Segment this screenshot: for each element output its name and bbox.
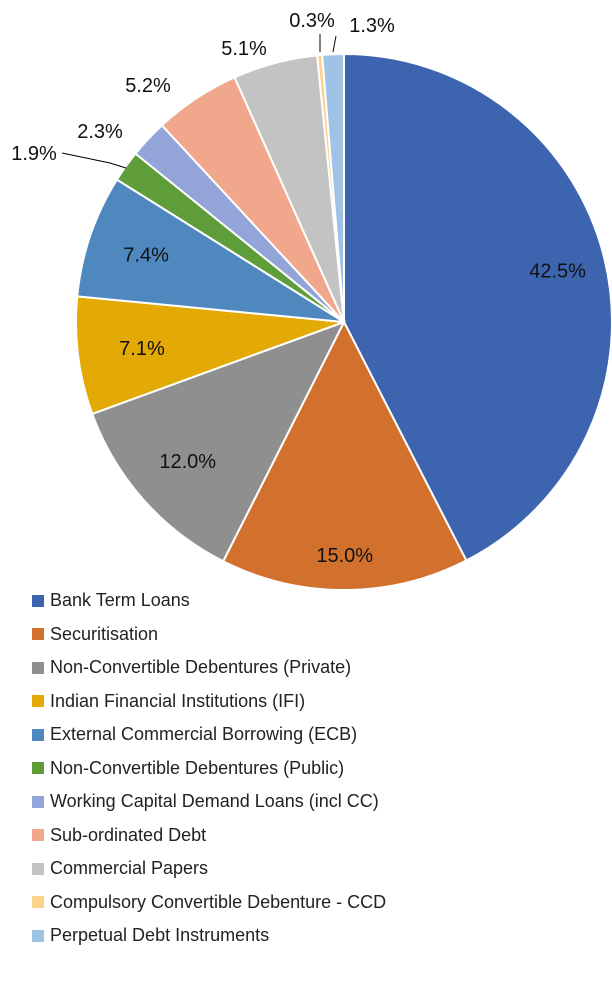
data-label-11: 1.3% [349,15,395,37]
legend-label: Perpetual Debt Instruments [50,925,270,946]
legend-label: Commercial Papers [50,858,209,879]
data-label-10: 0.3% [289,10,335,32]
legend-label: Bank Term Loans [50,590,190,611]
legend-item-3: Non-Convertible Debentures (Private) [32,651,602,685]
legend-swatch [32,728,44,741]
pie-slices [75,52,612,590]
pie-slice-2 [221,319,468,590]
legend-item-9: Commercial Papers [32,852,602,886]
legend-item-10: Compulsory Convertible Debenture - CCD [32,886,602,920]
legend-label: Indian Financial Institutions (IFI) [50,690,306,711]
data-label-8: 5.2% [125,75,171,97]
data-labels: 42.5% 15.0% 12.0% 7.1% 7.4% 1.9% 2.3% 5.2% 5.1% 0… [11,10,586,567]
data-label-9: 5.1% [221,38,267,60]
data-label-6: 1.9% [11,143,57,165]
legend-label: Working Capital Demand Loans (incl CC) [50,791,379,812]
legend: Bank Term Loans Securitisation Non-Convert… [32,584,602,953]
legend-label: Sub-ordinated Debt [50,824,207,845]
leader-lines [61,34,337,169]
legend-label: Securitisation [50,623,159,644]
data-label-3: 12.0% [159,451,216,473]
pie-plot-area: 42.5% 15.0% 12.0% 7.1% 7.4% 1.9% 2.3% 5.2% 5.1% 0… [11,10,612,590]
legend-item-6: Non-Convertible Debentures (Public) [32,752,602,786]
pie-slice-1 [343,52,612,562]
data-label-2: 15.0% [316,545,373,567]
pie-slice-4 [75,295,345,416]
legend-swatch [32,762,44,775]
legend-swatch [32,929,44,942]
legend-item-8: Sub-ordinated Debt [32,819,602,853]
legend-item-7: Working Capital Demand Loans (incl CC) [32,785,602,819]
legend-swatch [32,862,44,875]
legend-swatch [32,695,44,708]
legend-item-5: External Commercial Borrowing (ECB) [32,718,602,752]
legend-item-11: Perpetual Debt Instruments [32,919,602,953]
legend-swatch [32,628,44,641]
legend-label: External Commercial Borrowing (ECB) [50,724,358,745]
data-label-1: 42.5% [529,260,586,282]
legend-swatch [32,661,44,674]
legend-swatch [32,594,44,607]
legend-swatch [32,896,44,909]
legend-item-1: Bank Term Loans [32,584,602,618]
legend-label: Non-Convertible Debentures (Private) [50,657,352,678]
leader-line-6 [61,152,127,169]
pie-slice-11 [321,52,345,323]
leader-line-11 [332,35,337,53]
legend-item-4: Indian Financial Institutions (IFI) [32,685,602,719]
legend-label: Compulsory Convertible Debenture - CCD [50,891,387,912]
legend-swatch [32,795,44,808]
data-label-7: 2.3% [77,121,123,143]
legend-swatch [32,829,44,842]
legend-item-2: Securitisation [32,618,602,652]
legend-label: Non-Convertible Debentures (Public) [50,757,345,778]
data-label-5: 7.4% [123,245,169,267]
pie-slice-5 [76,178,345,323]
pie-slice-3 [90,320,347,563]
data-label-4: 7.1% [119,338,165,360]
